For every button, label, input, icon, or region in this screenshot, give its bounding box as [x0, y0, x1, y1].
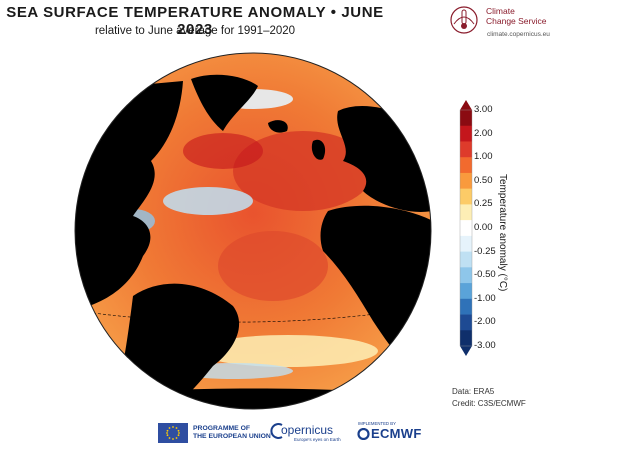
equator-line [92, 308, 414, 323]
tropical-atlantic-warm [218, 231, 328, 301]
greenland [191, 74, 258, 131]
colorbar-tick-label: -3.00 [474, 340, 496, 351]
colorbar-max-arrow [460, 100, 472, 110]
eu-programme-text: PROGRAMME OF THE EUROPEAN UNION [193, 425, 271, 441]
colorbar-tick-label: -0.50 [474, 269, 496, 281]
colorbar-segment [460, 141, 472, 158]
gulf-stream-cool [163, 187, 253, 215]
globe-map [74, 52, 432, 410]
south-atlantic-neutral [198, 335, 378, 367]
colorbar-segment [460, 283, 472, 300]
colorbar-segment [460, 298, 472, 315]
eu-line1: PROGRAMME OF [193, 425, 251, 432]
colorbar-segment [460, 204, 472, 221]
colorbar-tick-label: 1.00 [474, 151, 493, 163]
colorbar-segment [460, 314, 472, 331]
colorbar-tick-label: 3.00 [474, 104, 493, 115]
colorbar-segment [460, 110, 472, 127]
colorbar-tick-label: -1.00 [474, 292, 496, 304]
colorbar-tick-label: -2.00 [474, 316, 496, 328]
map-title: SEA SURFACE TEMPERATURE ANOMALY • JUNE 2… [6, 4, 384, 38]
c3s-name-line2: Change Service [486, 16, 547, 26]
antarctica [75, 388, 431, 409]
copernicus-wordmark: opernicus [281, 423, 334, 437]
british-isles [311, 139, 326, 160]
copernicus-logo-icon [270, 423, 283, 439]
colorbar-tick-label: -0.25 [474, 245, 496, 257]
iceland [268, 120, 288, 133]
north-atlantic-warm [233, 131, 373, 211]
colorbar-segment [460, 251, 472, 268]
colorbar-segment [460, 267, 472, 284]
data-source: Data: ERA5 [452, 387, 495, 396]
credit-line: Credit: C3S/ECMWF [452, 399, 526, 408]
implemented-by: IMPLEMENTED BY [358, 421, 396, 426]
c3s-logo [450, 6, 478, 34]
ecmwf-logo-icon [357, 428, 370, 440]
c3s-url: climate.copernicus.eu [487, 31, 550, 38]
colorbar-tick-label: 0.50 [474, 174, 493, 186]
colorbar-segment [460, 188, 472, 205]
credits: Data: ERA5 Credit: C3S/ECMWF [452, 386, 526, 410]
eu-flag-icon [158, 423, 188, 443]
colorbar-segment [460, 172, 472, 189]
colorbar-min-arrow [460, 346, 472, 356]
c3s-name: Climate Change Service [486, 6, 546, 26]
colorbar-title: Temperature anomaly (°C) [497, 174, 508, 292]
map-subtitle: relative to June average for 1991–2020 [94, 25, 296, 37]
colorbar-segment [460, 235, 472, 252]
colorbar-tick-label: 0.00 [474, 222, 493, 233]
eu-line2: THE EUROPEAN UNION [193, 433, 271, 440]
colorbar-segment [460, 220, 472, 237]
ecmwf-wordmark: ECMWF [371, 426, 422, 441]
colorbar-segment [460, 330, 472, 347]
colorbar-segment [460, 157, 472, 174]
colorbar-segment [460, 125, 472, 142]
copernicus-tagline: Europe's eyes on Earth [294, 437, 341, 442]
colorbar-tick-label: 0.25 [474, 198, 493, 210]
colorbar [459, 100, 473, 356]
colorbar-tick-label: 2.00 [474, 127, 493, 139]
c3s-name-line1: Climate [486, 6, 515, 16]
